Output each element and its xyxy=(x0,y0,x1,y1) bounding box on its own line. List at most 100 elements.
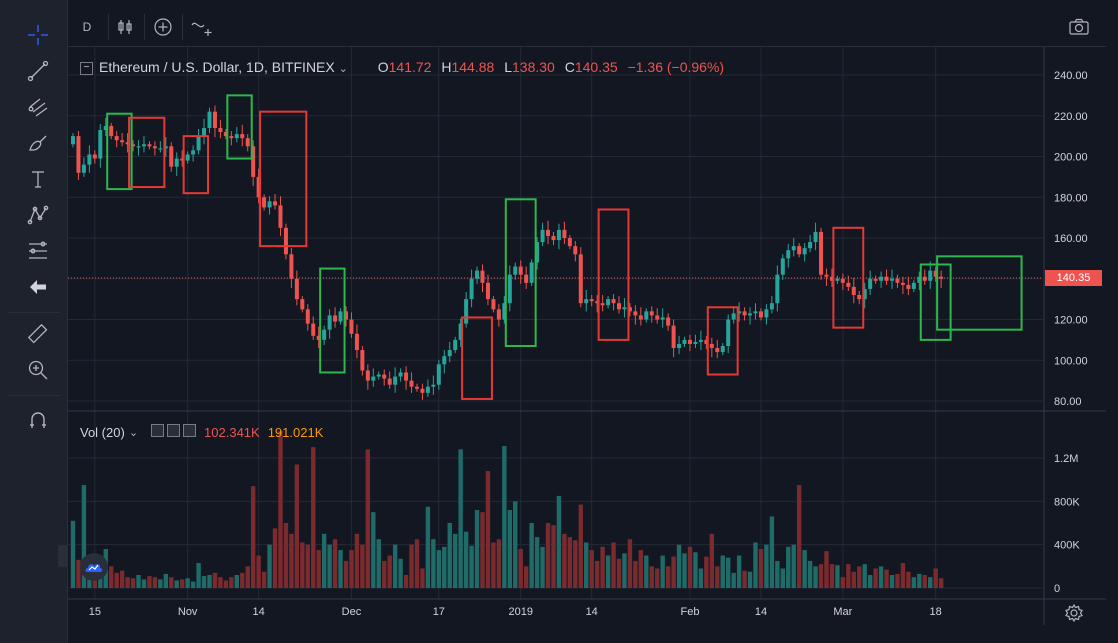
candle-body xyxy=(851,286,856,296)
candle-body xyxy=(103,125,108,131)
candle-body xyxy=(469,278,474,300)
chart-area[interactable]: 80.00100.00120.00140.00160.00180.00200.0… xyxy=(68,47,1106,625)
fib-icon[interactable] xyxy=(22,238,54,264)
candle-body xyxy=(758,311,763,318)
volume-bar xyxy=(938,578,944,588)
volume-bar xyxy=(573,540,578,588)
candles-icon[interactable] xyxy=(114,14,136,40)
back-arrow-icon[interactable] xyxy=(22,274,54,300)
candle-body xyxy=(496,309,501,320)
volume-bar xyxy=(884,569,889,588)
candle-body xyxy=(234,134,239,139)
ruler-icon[interactable] xyxy=(22,321,54,347)
close-label: C xyxy=(564,59,575,75)
candle-body xyxy=(617,303,621,310)
candle-body xyxy=(136,146,141,148)
volume-bar xyxy=(627,539,633,588)
candle-body xyxy=(464,299,469,324)
volume-bar xyxy=(365,449,371,588)
candle-body xyxy=(229,136,234,139)
candle-body xyxy=(333,315,338,322)
candle-body xyxy=(327,315,332,330)
candle-body xyxy=(169,146,174,167)
volume-bar xyxy=(403,575,409,588)
panel-collapse-handle[interactable] xyxy=(58,545,67,567)
volume-bar xyxy=(922,575,927,588)
candle-body xyxy=(431,384,436,387)
volume-label[interactable]: Vol (20) xyxy=(80,424,125,440)
add-indicator-icon[interactable] xyxy=(150,14,176,40)
candle-body xyxy=(316,335,321,340)
volume-bar xyxy=(540,546,545,588)
volume-bar xyxy=(704,556,709,588)
volume-bar xyxy=(300,542,305,588)
zoom-in-icon[interactable] xyxy=(22,357,54,383)
magnet-icon[interactable] xyxy=(22,407,54,433)
candle-body xyxy=(436,364,441,385)
volume-bar xyxy=(917,573,922,588)
time-tick-label: 15 xyxy=(89,606,101,618)
brush-icon[interactable] xyxy=(22,130,54,156)
compare-icon[interactable] xyxy=(188,14,218,40)
pattern-icon[interactable] xyxy=(22,202,54,228)
candle-body xyxy=(939,276,944,279)
symbol-chevron-icon[interactable]: ⌄ xyxy=(338,63,348,75)
candle-body xyxy=(562,229,567,238)
volume-bar xyxy=(911,577,917,588)
pitchfork-icon[interactable] xyxy=(22,94,54,120)
volume-bar xyxy=(775,560,780,588)
volume-bar xyxy=(829,564,835,588)
interval-button[interactable]: D xyxy=(76,14,98,40)
volume-bar xyxy=(835,565,840,588)
symbol-title[interactable]: Ethereum / U.S. Dollar, 1D, BITFINEX xyxy=(99,59,335,75)
candle-body xyxy=(589,299,594,302)
remove-indicator-icon[interactable] xyxy=(180,424,197,440)
symbol-legend: − Ethereum / U.S. Dollar, 1D, BITFINEX ⌄ … xyxy=(80,59,724,75)
volume-bar xyxy=(420,568,425,588)
volume-bar xyxy=(857,566,862,588)
top-divider xyxy=(182,14,183,40)
close-value: 140.35 xyxy=(574,59,618,75)
candle-body xyxy=(895,278,900,283)
chart-svg[interactable]: 80.00100.00120.00140.00160.00180.00200.0… xyxy=(68,47,1106,625)
candle-body xyxy=(524,274,529,283)
volume-bar xyxy=(616,558,622,588)
candle-body xyxy=(802,248,807,255)
camera-icon[interactable] xyxy=(1064,14,1094,40)
candle-body xyxy=(922,276,927,281)
settings-indicator-icon[interactable] xyxy=(164,424,181,440)
candle-body xyxy=(917,276,922,283)
gear-icon[interactable] xyxy=(1064,603,1084,623)
trend-line-icon[interactable] xyxy=(22,58,54,84)
candle-body xyxy=(425,386,430,393)
drawing-toolbar xyxy=(0,0,68,643)
candle-body xyxy=(273,201,278,206)
price-tick-label: 180.00 xyxy=(1054,192,1088,204)
candle-body xyxy=(404,372,409,381)
hide-indicator-icon[interactable] xyxy=(148,424,165,440)
candle-body xyxy=(300,299,305,310)
axes: 80.00100.00120.00140.00160.00180.00200.0… xyxy=(89,70,1088,618)
candle-body xyxy=(660,317,665,320)
volume-bar xyxy=(758,549,764,588)
candle-body xyxy=(584,299,589,304)
red-annotation-box xyxy=(182,135,210,195)
volume-bar xyxy=(693,552,698,588)
volume-bar xyxy=(545,523,551,588)
brand-logo-icon[interactable] xyxy=(80,553,108,581)
candle-body xyxy=(502,303,507,320)
text-icon[interactable] xyxy=(22,166,54,192)
time-tick-label: 18 xyxy=(930,606,942,618)
candle-body xyxy=(551,235,556,241)
volume-bar xyxy=(436,550,442,588)
collapse-legend-button[interactable]: − xyxy=(80,61,93,75)
volume-chevron-icon[interactable]: ⌄ xyxy=(128,426,139,439)
candle-body xyxy=(780,258,785,275)
candle-body xyxy=(289,254,294,279)
time-tick-label: 17 xyxy=(433,606,445,618)
volume-bar xyxy=(81,485,87,588)
candle-body xyxy=(698,339,703,342)
crosshair-icon[interactable] xyxy=(22,22,54,48)
last-price-tag: 140.35 xyxy=(1045,270,1102,286)
